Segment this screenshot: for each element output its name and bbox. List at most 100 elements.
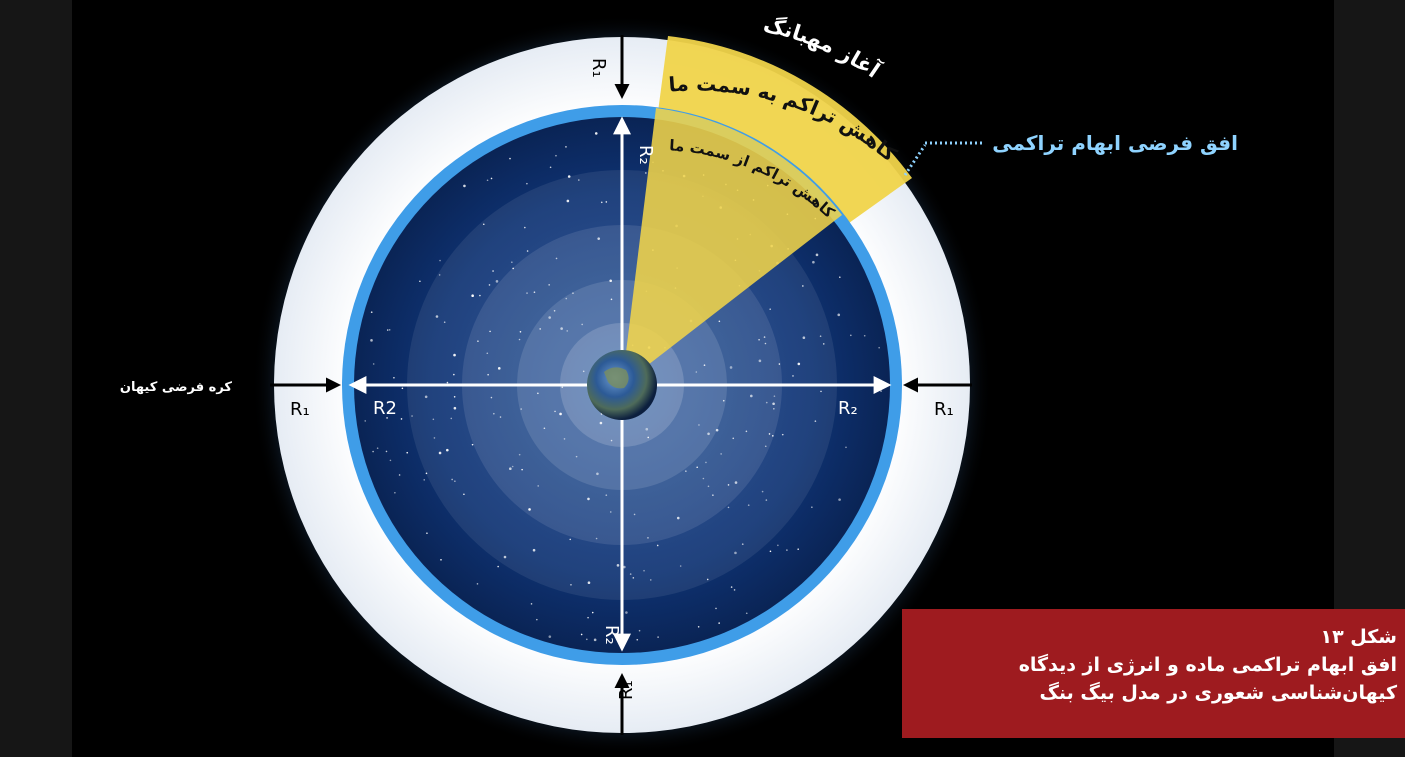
star — [370, 339, 373, 342]
star — [438, 451, 442, 455]
star — [553, 310, 556, 312]
star — [645, 172, 647, 174]
star — [610, 298, 613, 301]
star — [463, 184, 466, 188]
star — [750, 394, 753, 398]
star — [715, 428, 719, 432]
star — [734, 551, 737, 555]
star — [490, 177, 493, 180]
star — [764, 445, 767, 448]
star — [597, 237, 601, 240]
label-r1-right: R₁ — [934, 399, 954, 420]
star — [503, 555, 507, 559]
star — [471, 294, 474, 297]
star — [549, 166, 552, 169]
star — [765, 401, 768, 404]
star — [393, 376, 395, 379]
star — [565, 146, 567, 148]
label-r2-right: R₂ — [838, 398, 858, 419]
star — [772, 402, 775, 406]
star — [850, 334, 852, 337]
star — [521, 468, 523, 471]
star — [768, 433, 771, 435]
star — [446, 448, 449, 452]
star — [385, 450, 388, 453]
star — [587, 616, 589, 619]
star — [497, 367, 501, 370]
star — [537, 485, 540, 487]
star — [772, 435, 774, 437]
star — [570, 583, 572, 586]
label-r1-bottom: R₁ — [616, 680, 637, 700]
star — [815, 253, 819, 257]
star — [400, 418, 403, 420]
star — [526, 292, 528, 294]
star — [777, 544, 779, 547]
star — [599, 421, 603, 425]
star — [423, 479, 426, 481]
star — [647, 436, 650, 439]
star — [638, 629, 641, 632]
star — [533, 291, 536, 294]
star — [764, 342, 767, 345]
star — [495, 280, 499, 283]
star — [524, 226, 526, 229]
star — [439, 259, 441, 262]
star — [587, 497, 590, 501]
star — [477, 340, 479, 342]
star — [609, 279, 613, 283]
star — [453, 396, 456, 398]
label-r2-bottom: R₂ — [601, 625, 622, 645]
star — [587, 581, 591, 585]
star — [636, 638, 639, 641]
star — [425, 472, 428, 475]
star — [580, 633, 583, 636]
star — [698, 424, 700, 426]
star — [493, 412, 495, 415]
star — [511, 261, 513, 264]
star — [394, 491, 396, 494]
star — [763, 336, 766, 338]
star — [497, 565, 499, 568]
star — [471, 443, 474, 446]
star — [389, 459, 392, 462]
star — [528, 508, 531, 511]
star — [560, 327, 563, 330]
star — [880, 390, 882, 392]
star — [605, 201, 608, 203]
star — [511, 465, 514, 468]
star — [645, 427, 649, 431]
star — [685, 470, 687, 472]
star — [566, 199, 570, 203]
star — [702, 477, 705, 480]
label-r2-top: R₂ — [635, 145, 656, 165]
star — [747, 504, 750, 506]
star — [555, 154, 557, 157]
star — [697, 625, 700, 628]
star — [730, 586, 733, 588]
star — [632, 577, 635, 579]
star — [490, 396, 493, 399]
star — [376, 447, 379, 450]
star — [526, 182, 528, 185]
star — [419, 280, 421, 283]
star — [388, 329, 391, 331]
label-r2-left: R2 — [373, 398, 397, 419]
star — [707, 485, 710, 488]
star — [453, 373, 455, 376]
star — [769, 308, 771, 311]
star — [548, 316, 551, 319]
star — [720, 453, 722, 455]
star — [718, 320, 721, 323]
star — [649, 579, 652, 581]
star — [773, 407, 775, 410]
star — [593, 638, 597, 642]
star — [559, 412, 562, 416]
horizon-leader-diagonal — [903, 144, 927, 176]
caption-figure-number: شکل ۱۳ — [1320, 626, 1397, 648]
star — [492, 270, 494, 272]
star — [426, 532, 428, 535]
star — [509, 467, 512, 471]
star — [722, 399, 725, 402]
star — [837, 313, 841, 317]
